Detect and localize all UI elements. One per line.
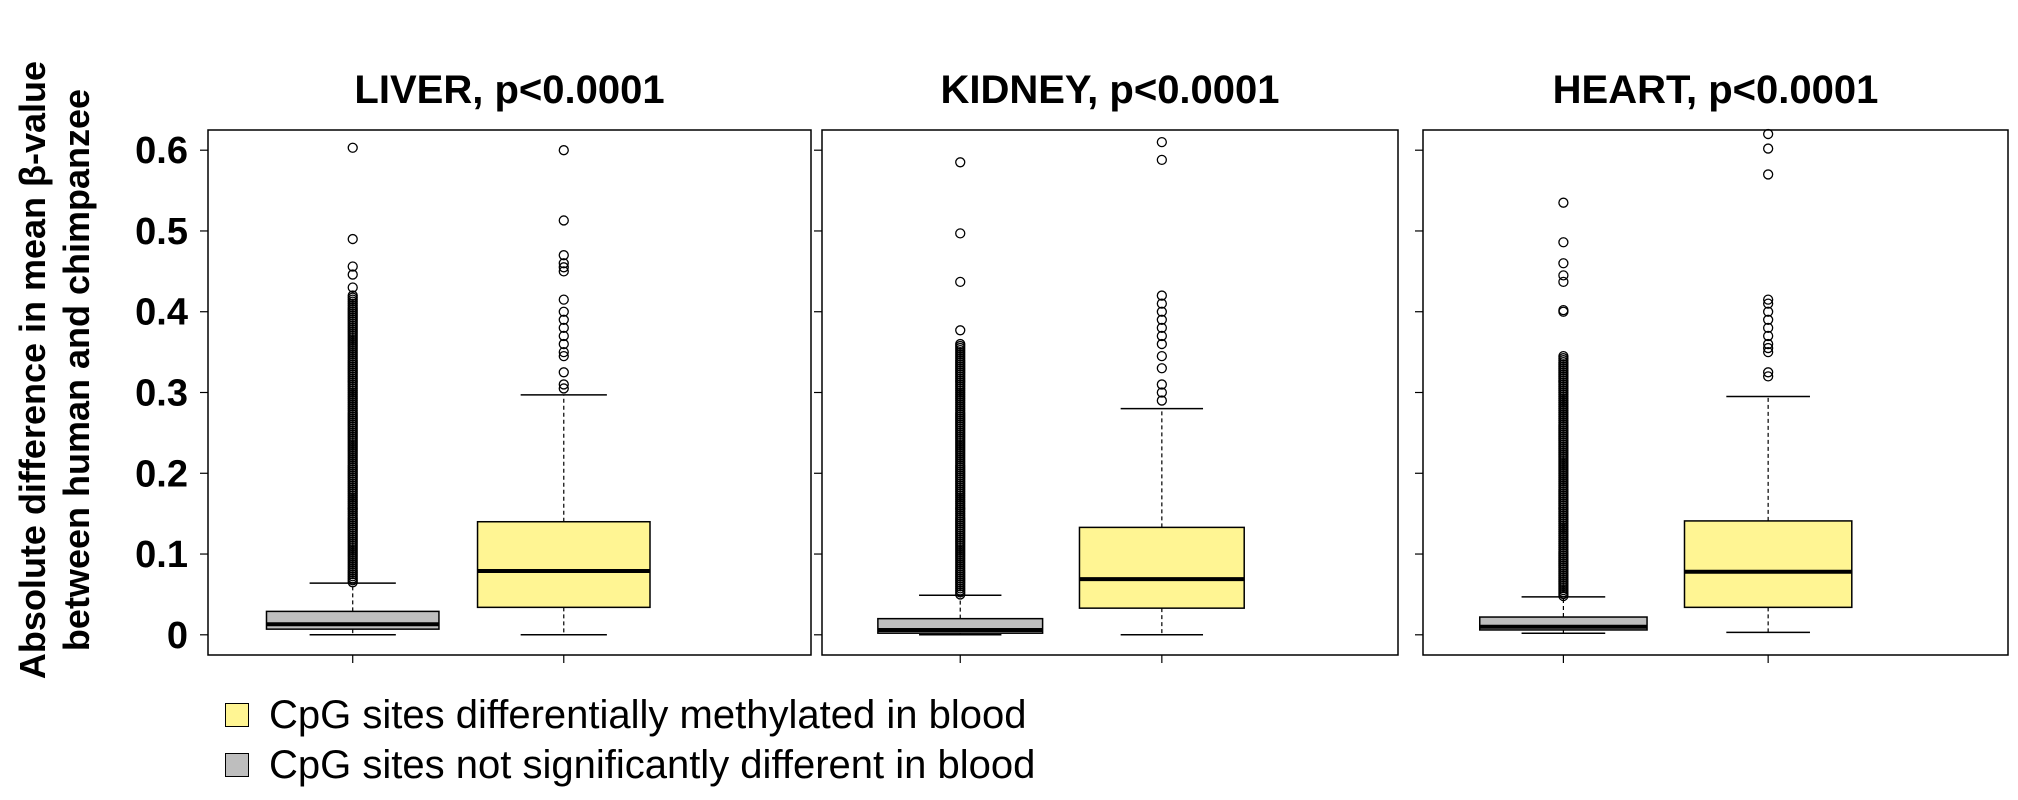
box-iqr	[1683, 520, 1853, 609]
outlier-point	[347, 290, 358, 301]
outlier-point	[558, 294, 569, 305]
outlier-point	[558, 262, 569, 273]
outlier-point	[558, 215, 569, 226]
outlier-point	[1763, 306, 1774, 317]
box-notsig	[877, 157, 1044, 636]
outlier-point	[558, 338, 569, 350]
outlier-point	[1156, 136, 1167, 148]
outlier-point	[1156, 322, 1167, 334]
outlier-point	[1156, 314, 1167, 325]
outlier-point	[1156, 306, 1167, 317]
box-iqr	[1078, 526, 1245, 609]
outlier-point	[1558, 258, 1569, 269]
legend-item-diff: CpG sites differentially methylated in b…	[225, 690, 1035, 740]
panel-0: LIVER, p<0.0001 0 0.1 0.2 0.3 0.4 0.5 0.6	[135, 68, 812, 663]
outlier-point	[955, 228, 966, 239]
outlier-point	[1763, 346, 1774, 358]
panel-title: LIVER, p<0.0001	[354, 68, 664, 112]
outlier-point	[1763, 330, 1774, 342]
panel-title: KIDNEY, p<0.0001	[940, 68, 1279, 112]
outlier-point	[1763, 338, 1774, 350]
outlier-point	[1558, 197, 1569, 208]
outlier-point	[1763, 314, 1774, 325]
outlier-point	[1156, 330, 1167, 342]
outlier-point	[1763, 322, 1774, 334]
outlier-point	[1156, 395, 1167, 406]
box-diff	[476, 145, 651, 636]
outlier-point	[558, 351, 569, 362]
outlier-point	[1763, 367, 1774, 378]
box-diff	[1078, 136, 1245, 636]
outlier-point	[558, 258, 569, 269]
outlier-point	[1156, 363, 1167, 374]
outlier-point	[1558, 276, 1569, 287]
y-axis-label-line-2: between human and chimpanzee	[56, 88, 97, 652]
outlier-point	[558, 266, 569, 277]
outlier-point	[1558, 304, 1569, 316]
box-iqr	[265, 610, 440, 630]
outlier-point	[1156, 351, 1167, 362]
outlier-point	[558, 322, 569, 334]
outlier-point	[1558, 351, 1569, 362]
outlier-point	[558, 367, 569, 378]
outlier-point	[347, 233, 358, 245]
y-tick-label: 0.5	[135, 211, 188, 253]
outlier-point	[955, 325, 966, 336]
outlier-point	[347, 261, 358, 272]
box-notsig	[265, 142, 440, 636]
y-axis-label: Absolute difference in mean β-value betw…	[0, 0, 110, 760]
outlier-point	[1763, 294, 1774, 305]
outlier-point	[1156, 298, 1167, 309]
outlier-point	[1763, 371, 1774, 382]
outlier-point	[1156, 154, 1167, 166]
legend: CpG sites differentially methylated in b…	[225, 690, 1035, 790]
outlier-point	[955, 338, 966, 350]
outlier-point	[955, 276, 966, 287]
box-notsig	[1478, 197, 1648, 634]
y-tick-label: 0.1	[135, 534, 188, 576]
outlier-point	[558, 346, 569, 358]
y-tick-label: 0.6	[135, 130, 188, 172]
outlier-point	[1763, 298, 1774, 309]
outlier-point	[1156, 290, 1167, 301]
y-tick-label: 0.4	[135, 292, 188, 334]
outlier-point	[1763, 342, 1774, 354]
y-tick-label: 0	[167, 615, 188, 657]
outlier-point	[558, 379, 569, 390]
outlier-point	[347, 269, 358, 280]
legend-label-diff: CpG sites differentially methylated in b…	[269, 692, 1027, 737]
outlier-point	[1558, 270, 1569, 281]
outlier-point	[558, 306, 569, 317]
y-tick-label: 0.3	[135, 373, 188, 415]
legend-swatch-notsig	[225, 753, 249, 777]
panel-2: HEART, p<0.0001	[1415, 68, 2009, 663]
outlier-point	[1763, 169, 1774, 180]
legend-label-notsig: CpG sites not significantly different in…	[269, 742, 1036, 787]
y-axis-label-line-1: Absolute difference in mean β-value	[12, 60, 53, 680]
panel-1: KIDNEY, p<0.0001	[814, 68, 1399, 663]
outlier-point	[1156, 338, 1167, 350]
outlier-point	[558, 330, 569, 342]
legend-item-notsig: CpG sites not significantly different in…	[225, 740, 1035, 790]
outlier-point	[1763, 143, 1774, 154]
outlier-point	[1156, 387, 1167, 398]
box-diff	[1683, 128, 1853, 634]
outlier-point	[558, 145, 569, 156]
legend-swatch-diff	[225, 703, 249, 727]
outlier-point	[955, 157, 966, 168]
outlier-point	[347, 142, 358, 153]
box-iqr	[476, 520, 651, 609]
outlier-point	[558, 250, 569, 261]
panel-title: HEART, p<0.0001	[1553, 68, 1879, 112]
y-tick-label: 0.2	[135, 453, 188, 495]
outlier-point	[1558, 237, 1569, 248]
outlier-point	[1156, 379, 1167, 390]
outlier-point	[558, 314, 569, 325]
outlier-point	[1763, 128, 1774, 140]
outlier-point	[347, 282, 358, 293]
outlier-point	[558, 383, 569, 394]
